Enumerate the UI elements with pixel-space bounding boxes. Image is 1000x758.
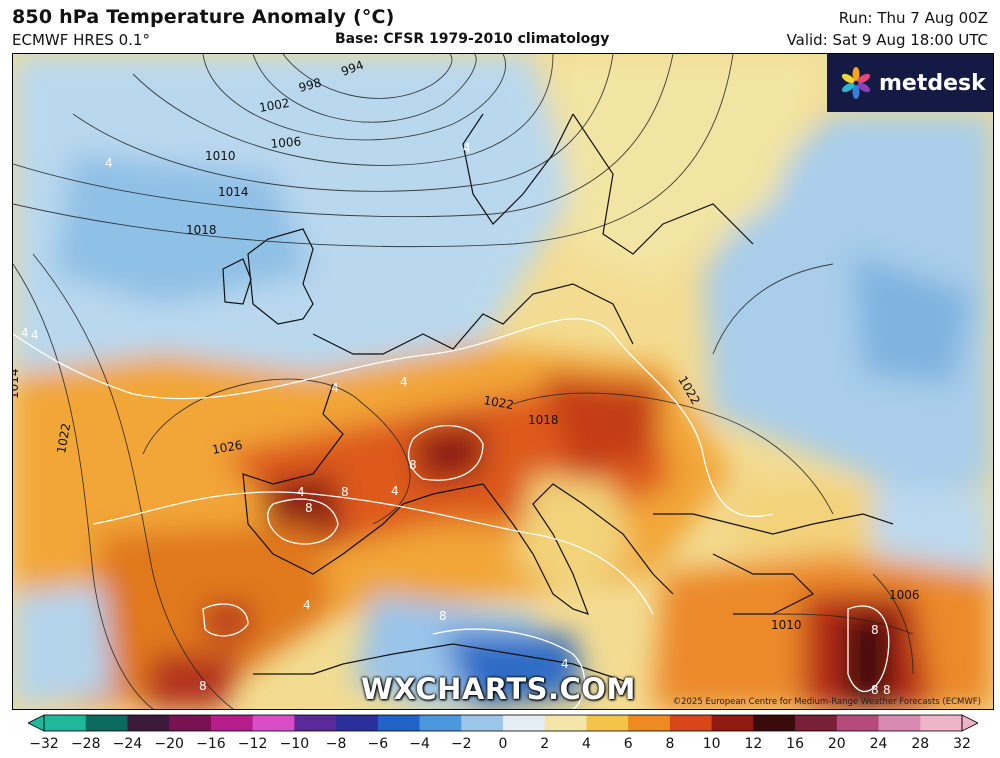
colorbar-tick-label: 32: [953, 736, 971, 752]
colorbar-cell: [461, 715, 504, 731]
anomaly-contour-label: 4: [303, 598, 311, 612]
colorbar-low-arrow: [28, 714, 45, 732]
wxcharts-watermark: WXCHARTS.COM: [361, 672, 636, 706]
metdesk-logo[interactable]: metdesk: [827, 54, 993, 112]
colorbar-cell: [711, 715, 754, 731]
colorbar-tick-label: −12: [237, 736, 268, 752]
colorbar-cell: [85, 715, 129, 731]
colorbar-tick-label: −8: [325, 736, 347, 752]
isobar-label: 1010: [205, 149, 236, 163]
isobar-label: 1018: [186, 223, 217, 237]
colorbar-cell: [210, 715, 254, 731]
colorbar-tick-label: −28: [70, 736, 101, 752]
isobar-label: 1022: [482, 393, 515, 412]
colorbar-tick-label: −10: [279, 736, 310, 752]
anomaly-contour-label: 4: [331, 381, 339, 395]
anomaly-contour-label: 4: [21, 326, 29, 340]
colorbar-tick-label: 16: [786, 736, 804, 752]
colorbar-tick-label: 24: [869, 736, 888, 752]
colorbar-tick-label: −24: [112, 736, 143, 752]
colorbar-tick-label: 0: [498, 736, 508, 752]
anomaly-contour-label: 8: [439, 609, 447, 623]
anomaly-contour-label: 4: [561, 657, 569, 671]
isobar-label: 1010: [771, 618, 802, 632]
colorbar-tick-label: 12: [744, 736, 763, 752]
anomaly-contour-label: 8: [871, 623, 879, 637]
colorbar-tick-label: 28: [911, 736, 930, 752]
colorbar-tick-label: −20: [154, 736, 184, 752]
anomaly-contour-label: 8: [871, 683, 879, 697]
colorbar-cell: [669, 715, 713, 731]
colorbar-cell: [544, 715, 588, 731]
anomaly-contour-label: 4: [463, 141, 471, 155]
colorbar-cell: [836, 715, 880, 731]
valid-time-label: Valid: Sat 9 Aug 18:00 UTC: [786, 31, 988, 49]
colorbar-cell: [336, 715, 379, 731]
coastlines: [222, 113, 894, 685]
anomaly-contour-label: 8: [305, 501, 313, 515]
colorbar-tick-label: 6: [623, 736, 633, 752]
anomaly-contour-label: 8: [883, 683, 891, 697]
colorbar-tick-label: 10: [702, 736, 721, 752]
anomaly-contour-label: 4: [400, 375, 408, 389]
colorbar-cell: [377, 715, 421, 731]
colorbar-cell: [419, 715, 462, 731]
colorbar-tick-label: 8: [665, 736, 675, 752]
colorbar-cell: [753, 715, 796, 731]
isobar-label: 1014: [13, 368, 21, 399]
colorbar-cell: [127, 715, 170, 731]
copyright-notice: ©2025 European Centre for Medium-Range W…: [672, 697, 981, 707]
isobar-label: 1014: [218, 185, 249, 199]
colorbar-ticks: −32 −28 −24 −20 −16 −12 −10 −8 −6 −4 −2 0 2 4 6 8 10 12 16…: [0, 736, 1000, 756]
chart-title: 850 hPa Temperature Anomaly (°C): [12, 6, 395, 28]
anomaly-contour-label: 8: [341, 485, 349, 499]
anomaly-contour-label: 4: [297, 485, 305, 499]
colorbar-cell: [628, 715, 671, 731]
anomaly-contour-label: 8: [409, 458, 417, 472]
isobar-label: 1026: [211, 438, 244, 457]
anomaly-field: [13, 54, 993, 709]
colorbar-cell: [169, 715, 212, 731]
colorbar-cell: [795, 715, 838, 731]
isobar-label: 1018: [528, 413, 559, 427]
metdesk-logo-text: metdesk: [879, 70, 986, 96]
anomaly-contour-label: 4: [31, 328, 39, 342]
colorbar-tick-label: 20: [827, 736, 846, 752]
colorbar-cell: [586, 715, 629, 731]
isobar-label: 1002: [258, 96, 291, 115]
colorbar-tick-label: −16: [196, 736, 226, 752]
colorbar-cell: [44, 715, 87, 731]
colorbar-cell: [294, 715, 337, 731]
colorbar-tick-label: 4: [581, 736, 591, 752]
colorbar-tick-label: −6: [367, 736, 389, 752]
isobar-label: 1006: [270, 134, 302, 151]
colorbar-tick-label: −32: [29, 736, 59, 752]
colorbar-cell: [920, 715, 963, 731]
colorbar-cell: [503, 715, 546, 731]
anomaly-map[interactable]: 994 998 1002 1006 1010 1014 1018 1014 1022 1026 10…: [12, 53, 994, 710]
colorbar-tick-label: −2: [450, 736, 472, 752]
colorbar-tick-label: 2: [540, 736, 550, 752]
climatology-base-label: Base: CFSR 1979-2010 climatology: [335, 31, 610, 47]
colorbar-cell: [252, 715, 295, 731]
isobar-label: 1022: [54, 422, 73, 455]
isobars: [13, 54, 914, 709]
colorbar-high-arrow: [961, 714, 978, 732]
model-label: ECMWF HRES 0.1°: [12, 31, 150, 49]
isobar-label: 998: [297, 75, 323, 94]
colorbar: [28, 714, 978, 732]
anomaly-contours: [13, 318, 890, 709]
anomaly-contour-label: 4: [105, 156, 113, 170]
anomaly-contour-label: 4: [391, 484, 399, 498]
isobar-label: 1006: [889, 588, 920, 602]
colorbar-tick-label: −4: [409, 736, 430, 752]
run-time-label: Run: Thu 7 Aug 00Z: [838, 9, 988, 27]
colorbar-cell: [878, 715, 921, 731]
metdesk-flower-icon: [841, 67, 871, 99]
anomaly-contour-label: 8: [199, 679, 207, 693]
